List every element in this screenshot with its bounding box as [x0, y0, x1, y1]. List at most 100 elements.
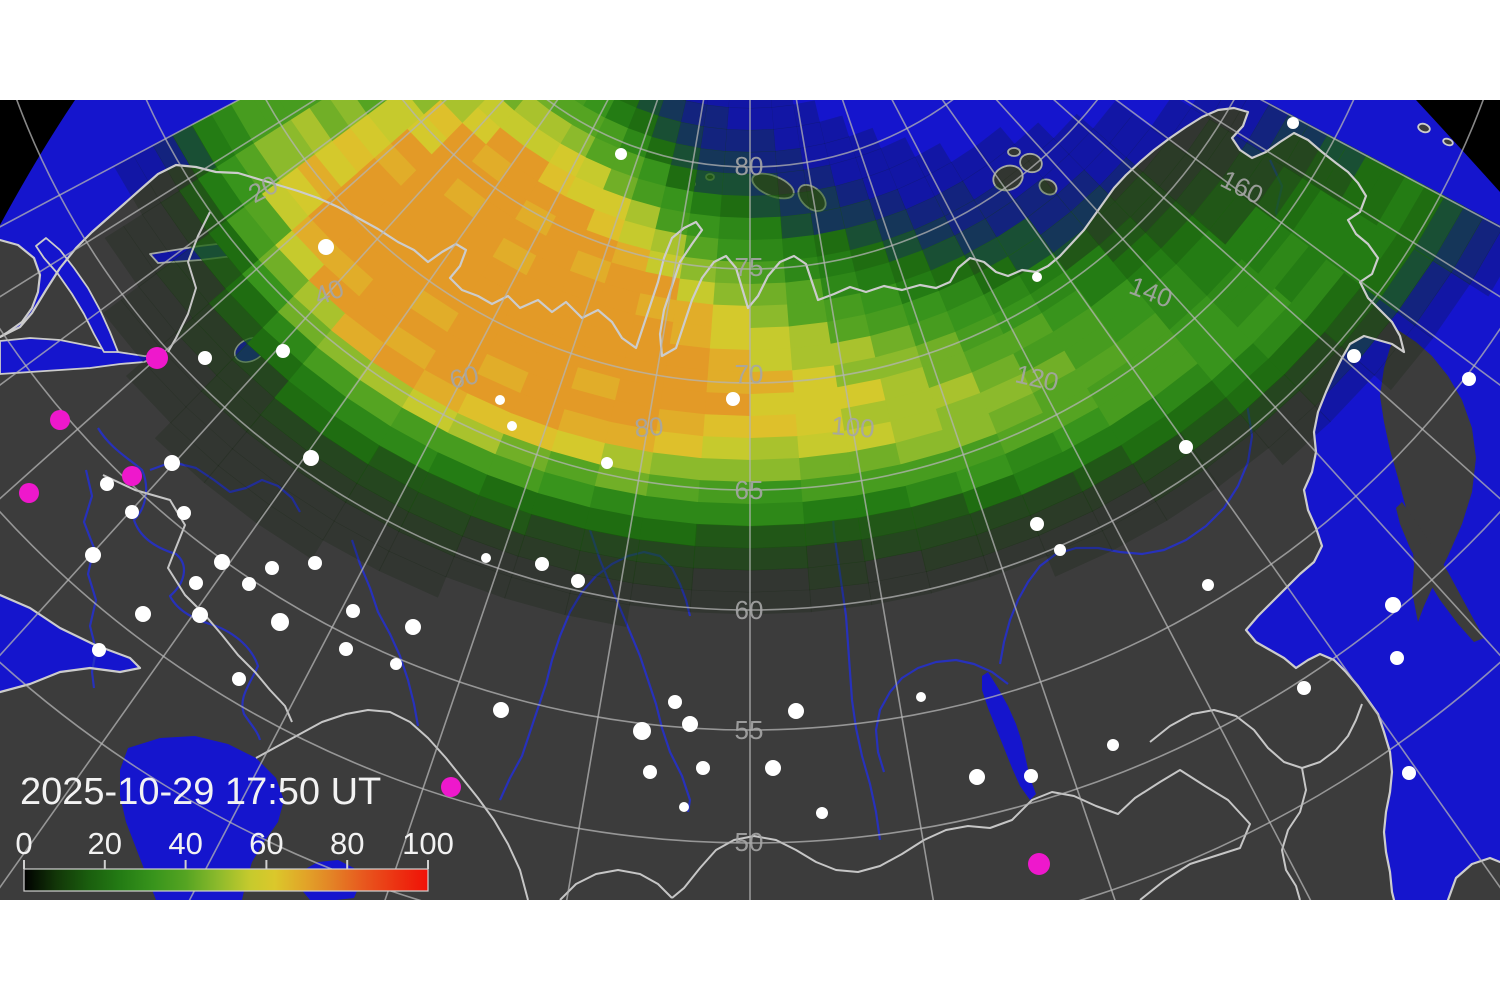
aurora-cell: [123, 214, 175, 274]
station-dot: [85, 547, 101, 563]
aurora-cell: [802, 495, 859, 525]
river: [874, 658, 1009, 773]
aurora-cell: [344, 296, 397, 344]
station-dot: [390, 658, 402, 670]
aurora-cell: [632, 561, 694, 591]
meridian-line: [0, 100, 559, 889]
aurora-cell: [258, 245, 310, 298]
longitude-label: 60: [447, 359, 482, 395]
meridian-line: [0, 100, 505, 657]
aurora-cell: [415, 154, 459, 196]
aurora-cell: [1053, 306, 1105, 352]
aurora-cell: [720, 194, 751, 219]
aurora-cell: [328, 42, 366, 85]
aurora-cell: [629, 582, 693, 613]
aurora-cell: [1038, 510, 1103, 557]
aurora-cell: [1142, 346, 1199, 397]
aurora-cell: [367, 445, 429, 493]
river: [350, 539, 420, 727]
aurora-cell: [523, 13, 555, 45]
aurora-cell: [728, 100, 751, 109]
aurora-cell: [708, 348, 751, 373]
aurora-cell: [652, 430, 704, 459]
aurora-cell: [799, 452, 852, 481]
aurora-cell: [888, 250, 931, 284]
sea-or-lake: [982, 672, 1036, 800]
meridian-line: [1053, 100, 1500, 500]
station-dot: [242, 577, 256, 591]
aurora-cell: [278, 100, 310, 121]
aurora-cell: [261, 180, 309, 232]
aurora-cell: [557, 409, 611, 444]
aurora-cell: [787, 300, 828, 327]
aurora-cell: [470, 495, 532, 536]
station-dot: [1179, 440, 1193, 454]
aurora-cell: [656, 409, 706, 437]
aurora-cell: [938, 274, 985, 312]
aurora-cell: [241, 259, 294, 313]
aurora-cell: [574, 550, 637, 584]
aurora-cell: [864, 549, 927, 584]
station-dot: [318, 239, 334, 255]
aurora-cell: [425, 0, 459, 26]
aurora-cell: [839, 199, 877, 230]
aurora-cell: [1238, 154, 1285, 208]
aurora-cell: [427, 452, 488, 496]
aurora-cell: [470, 100, 486, 108]
aurora-cell: [793, 387, 842, 415]
aurora-cell: [714, 260, 751, 285]
aurora-cell: [401, 228, 448, 273]
river: [82, 469, 98, 689]
station-dot: [633, 722, 651, 740]
aurora-cell: [976, 127, 1015, 164]
aurora-cell: [322, 520, 390, 572]
meridian-line: [0, 100, 447, 500]
meridian-line: [891, 100, 1312, 900]
aurora-cell: [316, 330, 372, 380]
aurora-cell: [771, 104, 797, 130]
aurora-cell: [438, 49, 474, 86]
aurora-cell: [231, 343, 290, 399]
station-dot: [615, 148, 627, 160]
aurora-cell: [606, 49, 635, 79]
aurora-cell: [384, 100, 425, 130]
aurora-cell: [208, 220, 260, 275]
aurora-cell: [526, 181, 567, 217]
aurora-cell: [1344, 224, 1396, 287]
station-dot: [405, 619, 421, 635]
aurora-cell: [638, 157, 671, 187]
aurora-cell: [750, 151, 778, 175]
aurora-cell: [1208, 193, 1257, 245]
aurora-cell: [962, 474, 1023, 515]
aurora-cell: [678, 0, 699, 11]
aurora-cell: [819, 115, 850, 144]
island: [992, 164, 1024, 192]
meridian-line: [565, 100, 705, 900]
aurora-cell: [1142, 140, 1187, 187]
aurora-cell: [510, 555, 576, 594]
aurora-cell: [290, 107, 333, 156]
outside-projection-wedge: [0, 100, 75, 225]
aurora-cell: [867, 571, 932, 606]
aurora-cell: [585, 0, 613, 10]
aurora-cell: [725, 129, 751, 153]
aurora-cell: [495, 0, 526, 10]
aurora-cell: [138, 273, 193, 334]
aurora-cell: [379, 426, 439, 473]
aurora-cell: [243, 193, 293, 246]
aurora-cell: [1084, 142, 1127, 187]
aurora-cell: [750, 304, 790, 329]
aurora-cell: [840, 400, 892, 432]
aurora-cell: [1013, 451, 1074, 496]
station-dot: [916, 692, 926, 702]
aurora-cell: [1274, 245, 1328, 304]
island: [1417, 122, 1431, 134]
station-dot: [679, 802, 689, 812]
aurora-cell: [388, 531, 455, 578]
aurora-cell: [678, 32, 701, 58]
aurora-cell: [658, 100, 686, 123]
aurora-cell: [834, 178, 870, 208]
aurora-cell: [862, 168, 898, 200]
aurora-cell: [1033, 369, 1088, 414]
aurora-cell: [216, 359, 276, 416]
